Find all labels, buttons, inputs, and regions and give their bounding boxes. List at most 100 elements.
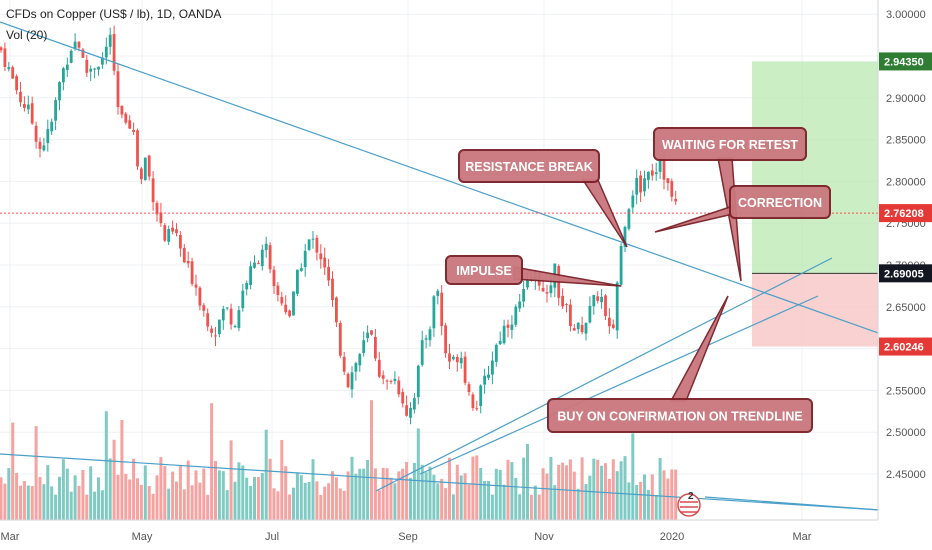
candle: [643, 178, 646, 192]
volume-bar: [26, 485, 30, 520]
x-tick-label: Jul: [265, 531, 279, 543]
callout-buy-on-confirmation[interactable]: BUY ON CONFIRMATION ON TRENDLINE: [547, 295, 813, 433]
volume-bar: [7, 468, 11, 520]
callout-impulse[interactable]: IMPULSE: [445, 255, 622, 287]
candle: [491, 360, 494, 375]
candle: [272, 269, 276, 287]
candle: [619, 245, 623, 285]
candle: [561, 295, 564, 307]
volume-bar: [342, 490, 346, 520]
price-label-text: 2.60246: [884, 342, 924, 354]
candle: [155, 202, 159, 215]
candle: [420, 340, 424, 365]
candle: [549, 285, 553, 294]
volume-bar: [0, 477, 3, 520]
candle: [229, 308, 233, 325]
candle: [143, 157, 147, 181]
volume-bar: [366, 460, 370, 520]
candle: [124, 113, 128, 123]
candle: [600, 296, 603, 303]
candle: [23, 104, 26, 108]
candle: [93, 68, 96, 70]
price-label-text: 2.69005: [884, 268, 924, 280]
candle: [545, 292, 549, 294]
callout-correction[interactable]: CORRECTION: [654, 185, 831, 233]
volume-bar: [229, 440, 233, 520]
candle: [654, 172, 658, 175]
candle: [128, 120, 132, 129]
volume-bar: [299, 475, 303, 520]
volume-bar: [502, 484, 506, 520]
volume-bar: [139, 484, 143, 520]
candle: [97, 66, 100, 70]
candle: [58, 82, 61, 101]
y-tick-label: 2.55000: [886, 385, 926, 397]
candle: [253, 262, 256, 268]
volume-bar: [350, 456, 354, 520]
event-flag-icon[interactable]: 2: [677, 491, 701, 517]
volume-bar: [217, 470, 221, 520]
candle: [370, 330, 373, 335]
volume-bar: [206, 494, 210, 520]
trendline: [0, 453, 881, 511]
volume-bar: [295, 472, 299, 520]
volume-bar: [100, 490, 104, 520]
volume-bar: [58, 476, 61, 520]
volume-bar: [124, 473, 128, 520]
volume-bar: [611, 459, 615, 520]
candle: [467, 384, 471, 393]
callout-box: [729, 185, 831, 219]
callout-text: RESISTANCE BREAK: [465, 160, 593, 174]
volume-bar: [420, 464, 424, 520]
volume-bar: [327, 483, 331, 520]
callout-waiting-for-retest[interactable]: WAITING FOR RETEST: [653, 127, 807, 282]
candle: [182, 247, 186, 263]
volume-bar: [604, 463, 607, 520]
volume-bar: [128, 479, 132, 520]
volume-bar: [623, 456, 627, 520]
volume-bar: [596, 459, 600, 520]
volume-bar: [389, 477, 393, 520]
candle: [276, 285, 280, 296]
candle: [662, 159, 666, 180]
y-tick-label: 2.50000: [886, 427, 926, 439]
volume-bar: [358, 468, 362, 520]
candle: [0, 47, 3, 51]
candle: [303, 250, 307, 268]
event-flag-ring: [677, 493, 701, 517]
volume-bar: [178, 465, 182, 520]
volume-bar: [210, 403, 214, 520]
candle: [315, 237, 319, 253]
volume-bar: [377, 490, 381, 520]
volume-bar: [639, 481, 643, 520]
candle: [311, 238, 315, 240]
candle: [151, 178, 155, 203]
candle: [120, 105, 124, 115]
volume-bar: [175, 481, 178, 520]
volume-bar: [514, 477, 518, 520]
trendline: [419, 295, 819, 475]
volume-bar: [666, 478, 670, 520]
volume-bar: [557, 464, 561, 520]
volume-bar: [81, 470, 85, 520]
candle: [541, 287, 545, 292]
candle: [140, 168, 143, 180]
candle: [260, 249, 264, 267]
callout-text: WAITING FOR RETEST: [662, 138, 798, 152]
volume-bar: [15, 472, 19, 520]
candle: [381, 375, 385, 379]
candle: [650, 170, 654, 176]
candle: [346, 373, 350, 388]
candle: [455, 356, 459, 363]
candle: [436, 290, 440, 296]
callout-resistance-break[interactable]: RESISTANCE BREAK: [458, 149, 628, 248]
volume-bar: [50, 486, 54, 520]
candle: [631, 195, 635, 208]
candle: [623, 227, 627, 247]
volume-bar: [483, 481, 487, 520]
volume-bar: [448, 457, 451, 520]
candle: [608, 317, 611, 327]
candle: [444, 325, 447, 354]
candle: [588, 306, 592, 323]
